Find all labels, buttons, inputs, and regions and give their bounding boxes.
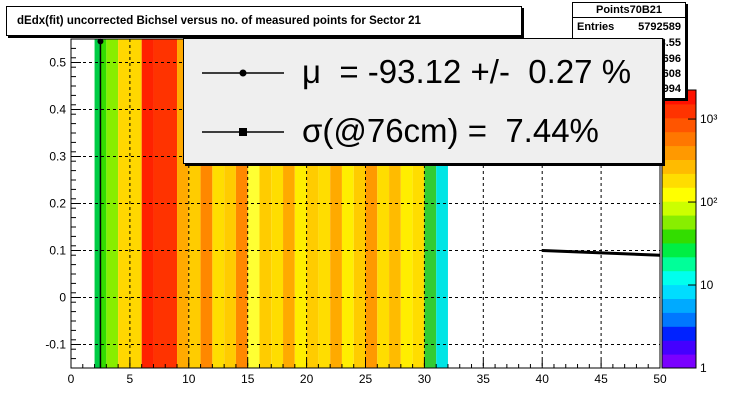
palette-swatch <box>662 242 696 258</box>
heatmap-column <box>224 39 236 368</box>
heatmap-column <box>153 39 178 368</box>
palette-swatch <box>662 340 696 355</box>
stats-entries-value: 5792589 <box>638 21 681 33</box>
stats-name: Points70B21 <box>573 3 685 18</box>
legend-sigma-text: σ(@76cm) = 7.44% <box>302 112 599 149</box>
palette-swatch <box>662 173 696 188</box>
palette-tick-label: 10 <box>700 278 714 292</box>
palette-swatch <box>662 159 696 174</box>
palette-swatch <box>662 284 696 299</box>
palette-tick-label: 10³ <box>700 112 717 126</box>
heatmap-column <box>389 39 401 368</box>
legend-marker-mu <box>239 69 247 77</box>
heatmap-column <box>200 39 213 368</box>
x-tick-label: 25 <box>359 372 373 386</box>
heatmap-column <box>412 39 425 368</box>
x-axis: 0 5 10 15 20 25 30 35 40 45 50 <box>68 360 667 386</box>
palette-swatch <box>662 117 696 133</box>
y-axis: -0.1 0 0.1 0.2 0.3 0.4 0.5 <box>45 38 81 369</box>
heatmap-column <box>141 39 154 368</box>
heatmap-column <box>188 39 201 368</box>
legend-box: μ = -93.12 +/- 0.27 % σ(@76cm) = 7.44% <box>183 38 663 164</box>
palette-tick-label: 1 <box>700 361 707 375</box>
x-tick-label: 15 <box>241 372 255 386</box>
legend-marker-sigma <box>239 128 247 136</box>
palette-swatch <box>662 187 696 202</box>
y-tick-label: 0.4 <box>49 103 66 117</box>
stats-row-entries: Entries 5792589 <box>577 21 681 34</box>
palette-swatch <box>662 298 696 313</box>
y-tick-label: 0.2 <box>49 197 66 211</box>
palette-swatch <box>662 354 696 369</box>
x-tick-label: 10 <box>182 372 196 386</box>
palette-swatch <box>662 229 696 244</box>
fit-point <box>97 38 104 45</box>
x-tick-label: 5 <box>127 372 134 386</box>
heatmap-column <box>436 39 448 368</box>
legend-mu-text: μ = -93.12 +/- 0.27 % <box>302 53 632 90</box>
x-tick-label: 30 <box>418 372 432 386</box>
fit-marks <box>97 38 661 368</box>
legend-markers <box>202 69 284 136</box>
x-tick-label: 35 <box>477 372 491 386</box>
x-tick-label: 20 <box>300 372 314 386</box>
chart-title: dEdx(fit) uncorrected Bichsel versus no.… <box>17 15 421 27</box>
palette-swatch <box>662 215 696 230</box>
heatmap-column <box>424 39 437 368</box>
palette-swatch <box>662 145 696 160</box>
profile-line <box>542 249 661 257</box>
y-tick-label: 0.3 <box>49 150 66 164</box>
x-tick-label: 0 <box>68 372 75 386</box>
heatmap-column <box>400 39 413 368</box>
palette-swatch <box>662 103 696 119</box>
palette-swatch <box>662 312 696 327</box>
palette-swatch <box>662 326 696 341</box>
y-tick-label: 0 <box>59 291 66 305</box>
palette-tick-label: 10² <box>700 195 717 209</box>
palette-swatch <box>662 131 696 147</box>
y-tick-label: -0.1 <box>45 338 66 352</box>
y-tick-label: 0.5 <box>49 56 66 70</box>
heatmap-column <box>106 39 119 368</box>
x-tick-label: 50 <box>653 372 667 386</box>
stats-entries-label: Entries <box>577 21 615 33</box>
x-tick-label: 45 <box>594 372 608 386</box>
heatmap-column <box>212 39 225 368</box>
x-tick-label: 40 <box>536 372 550 386</box>
chart-title-box: dEdx(fit) uncorrected Bichsel versus no.… <box>6 6 522 36</box>
palette-swatch <box>662 270 696 286</box>
heatmap-column <box>177 39 189 368</box>
palette-swatch <box>662 256 696 272</box>
color-scale: 1 10 10² 10³ <box>661 89 717 375</box>
y-tick-label: 0.1 <box>49 244 66 258</box>
palette-swatch <box>662 201 696 216</box>
